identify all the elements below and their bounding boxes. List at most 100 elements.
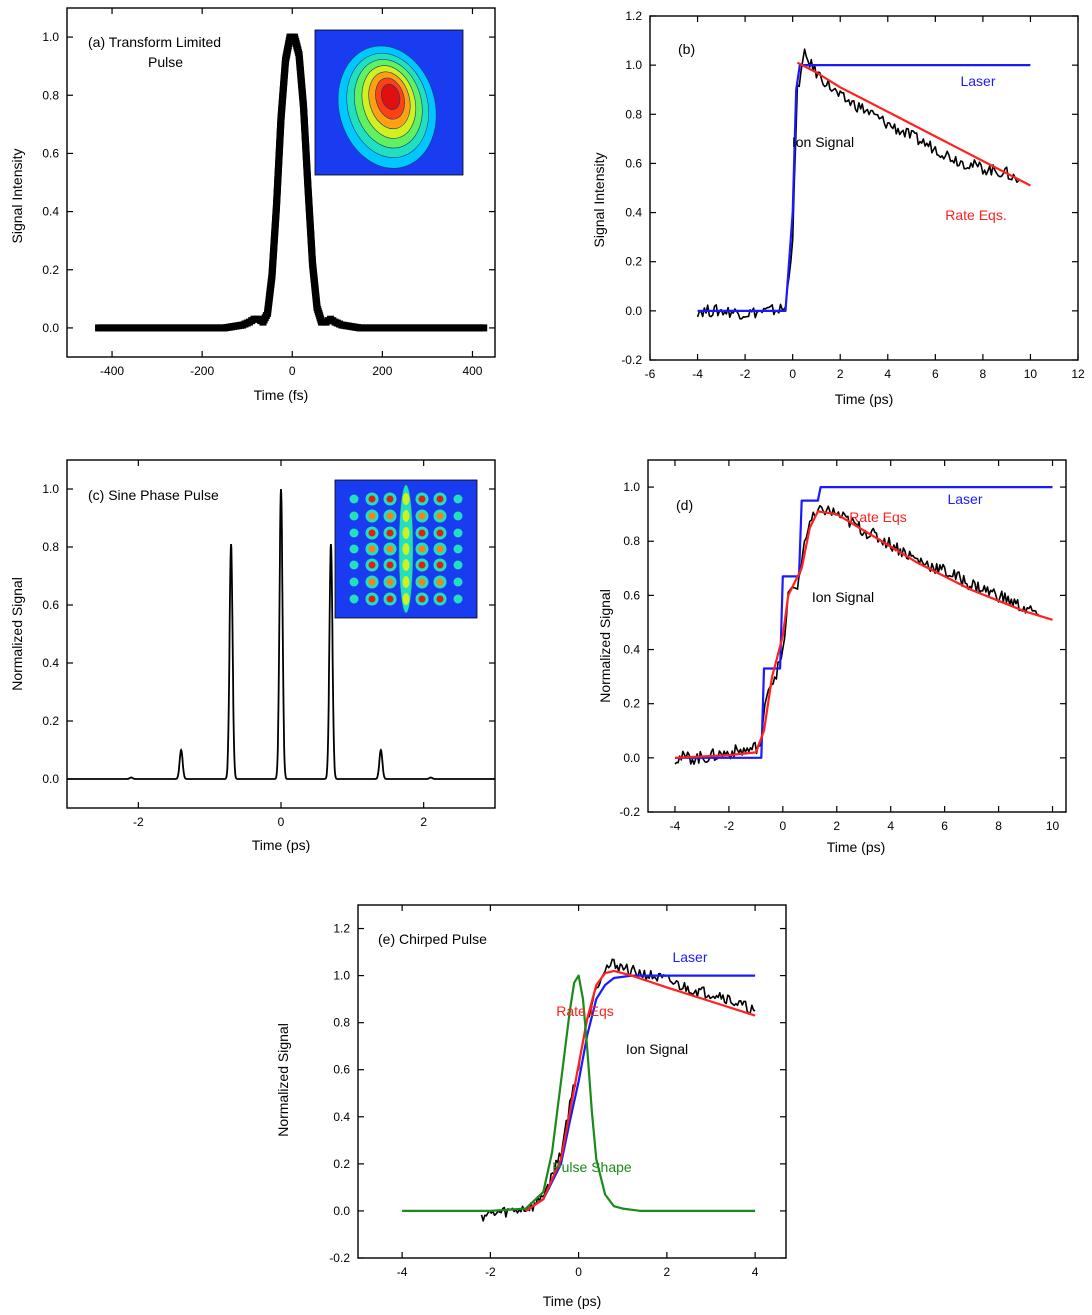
x-tick-label: 12 — [1071, 367, 1085, 381]
annotation-ion-signal: Ion Signal — [792, 134, 854, 150]
inset-contour — [380, 83, 401, 110]
plot-area — [696, 48, 1031, 320]
x-tick-label: 2 — [837, 367, 844, 381]
inset-spot-core — [368, 529, 376, 537]
annotation-rate-eqs: Rate Eqs — [556, 1003, 614, 1019]
inset-spot-core — [418, 529, 426, 537]
inset-spot — [453, 594, 463, 604]
y-axis-title: Normalized Signal — [275, 1023, 291, 1137]
annotation-ion-signal: Ion Signal — [812, 589, 874, 605]
series-ion-signal — [696, 48, 1020, 320]
y-axis-title: Signal Intensity — [9, 149, 25, 244]
x-tick-label: -2 — [724, 819, 735, 833]
y-tick-label: 1.0 — [42, 482, 59, 496]
inset-spot — [402, 527, 410, 539]
inset-spot-core — [418, 578, 426, 586]
series-0 — [95, 33, 488, 332]
x-tick-label: 6 — [941, 819, 948, 833]
y-tick-label: 0.2 — [623, 697, 640, 711]
inset-spot-core — [386, 495, 394, 503]
inset-spot-core — [436, 545, 444, 553]
plot-frame — [357, 904, 787, 1259]
x-tick-label: 2 — [664, 1265, 671, 1279]
x-tick-label: 2 — [420, 815, 427, 829]
inset-spot-core — [436, 495, 444, 503]
y-axis-title: Signal Intensity — [591, 153, 607, 248]
series-ion-signal — [480, 958, 756, 1222]
inset-spot — [453, 577, 463, 587]
y-axis-title: Normalized Signal — [9, 577, 25, 691]
series-laser — [675, 486, 1053, 759]
x-tick-label: 2 — [833, 819, 840, 833]
plot-frame — [66, 7, 496, 358]
inset-spot-core — [368, 495, 376, 503]
y-tick-label: 0.8 — [333, 1016, 350, 1030]
x-axis-title: Time (fs) — [254, 387, 309, 403]
plot-frame — [649, 15, 1079, 361]
series-rate-eqs — [525, 969, 756, 1212]
panel-title: (b) — [678, 41, 695, 57]
series-laser — [697, 63, 1031, 312]
y-tick-label: 0.0 — [623, 751, 640, 765]
annotation-laser: Laser — [672, 949, 707, 965]
y-tick-label: 0.8 — [625, 107, 642, 121]
inset-spot — [402, 593, 410, 605]
inset-spot-core — [436, 512, 444, 520]
inset-spot-core — [386, 595, 394, 603]
plot-area — [674, 486, 1053, 765]
inset-spot — [349, 511, 359, 521]
series-laser — [525, 974, 756, 1212]
x-tick-label: -400 — [100, 364, 124, 378]
x-tick-label: 4 — [752, 1265, 759, 1279]
y-tick-label: 0.6 — [625, 156, 642, 170]
data-point — [480, 324, 488, 332]
chart-panel-a: -400 -200 0 200 400 0.0 0.2 0.4 0.6 0.8 1.0 Time (f… — [9, 7, 496, 403]
x-tick-label: 4 — [887, 819, 894, 833]
y-tick-label: 0.8 — [623, 534, 640, 548]
inset-spot — [349, 577, 359, 587]
inset-spot-core — [418, 495, 426, 503]
inset-spot-core — [368, 595, 376, 603]
y-tick-label: 1.0 — [333, 969, 350, 983]
inset-spot-core — [386, 529, 394, 537]
inset-spot-core — [368, 512, 376, 520]
inset-spot — [402, 543, 410, 555]
y-tick-label: 0.8 — [42, 540, 59, 554]
plot-area — [95, 33, 488, 332]
x-tick-label: 0 — [575, 1265, 582, 1279]
chart-panel-b: -6 -4 -2 0 2 4 6 8 10 12 -0.2 0.0 0.2 0.4 0.6 0.8 1.0 1.2… — [591, 9, 1085, 407]
y-tick-label: 1.0 — [625, 58, 642, 72]
inset-spot — [453, 560, 463, 570]
x-tick-label: -4 — [692, 367, 703, 381]
inset-spot-core — [418, 545, 426, 553]
x-tick-label: 400 — [462, 364, 482, 378]
x-tick-label: 0 — [289, 364, 296, 378]
inset-spot-core — [368, 561, 376, 569]
y-tick-label: 0.0 — [42, 321, 59, 335]
x-tick-label: 8 — [995, 819, 1002, 833]
panel-title: (c) Sine Phase Pulse — [88, 487, 219, 503]
y-tick-label: 0.4 — [625, 206, 642, 220]
x-tick-label: 200 — [372, 364, 392, 378]
inset-image — [334, 479, 478, 619]
x-tick-label: -2 — [133, 815, 144, 829]
panel-title: (a) Transform Limited — [88, 34, 221, 50]
y-tick-label: 0.6 — [42, 146, 59, 160]
inset-spot-core — [368, 545, 376, 553]
y-tick-label: -0.2 — [329, 1251, 350, 1265]
x-axis-title: Time (ps) — [252, 837, 311, 853]
x-tick-label: 10 — [1046, 819, 1060, 833]
y-tick-label: 0.4 — [333, 1110, 350, 1124]
annotation-rate-eqs: Rate Eqs — [849, 509, 907, 525]
annotation-laser: Laser — [960, 73, 995, 89]
x-tick-label: 0 — [278, 815, 285, 829]
inset-spot-core — [386, 578, 394, 586]
inset-spot-core — [418, 561, 426, 569]
chart-panel-c: -2 0 2 0.0 0.2 0.4 0.6 0.8 1.0 Time (ps) Normalize… — [9, 459, 496, 853]
x-tick-label: -4 — [397, 1265, 408, 1279]
plot-area — [67, 488, 495, 780]
x-tick-label: 0 — [789, 367, 796, 381]
inset-spot — [349, 594, 359, 604]
y-tick-label: 1.0 — [42, 30, 59, 44]
